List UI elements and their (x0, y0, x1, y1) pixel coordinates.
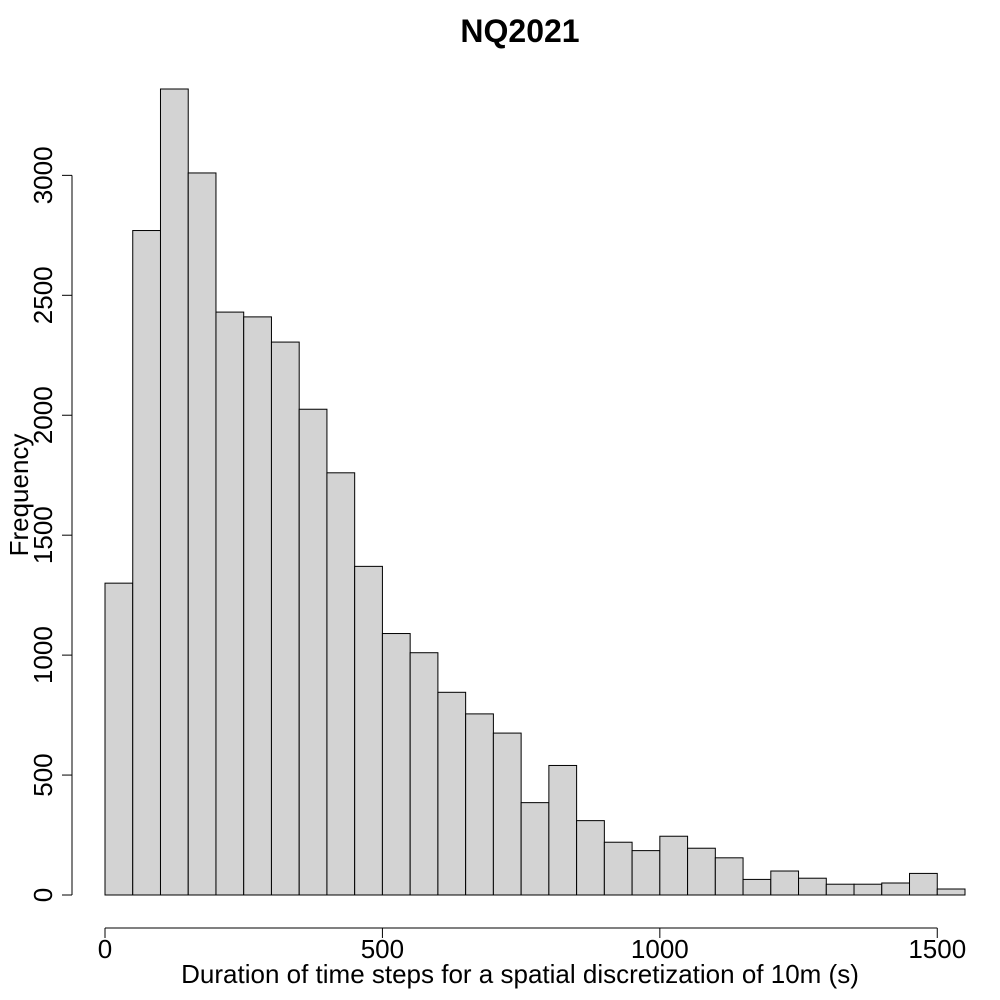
bars-group (104, 88, 966, 896)
y-axis: 0 500 1000 1500 2000 2500 3000 (28, 146, 73, 902)
histogram-bar (409, 652, 439, 896)
x-tick-label: 0 (98, 934, 112, 964)
histogram-bar (603, 841, 633, 896)
x-tick-label: 1000 (631, 934, 689, 964)
y-tick-label: 1500 (28, 506, 58, 564)
chart-title: NQ2021 (460, 13, 579, 49)
histogram-bar (243, 316, 272, 896)
histogram-bar (326, 472, 356, 896)
histogram-bar (298, 408, 328, 896)
histogram-bar (659, 835, 689, 896)
y-tick-label: 0 (28, 888, 58, 902)
y-axis-label: Frequency (4, 434, 34, 557)
histogram-bar (936, 888, 966, 896)
histogram-bar (187, 172, 217, 896)
x-axis: 0 500 1000 1500 (98, 927, 966, 964)
histogram-bar (437, 691, 467, 896)
histogram-bar (132, 230, 161, 896)
y-tick-label: 2500 (28, 266, 58, 324)
histogram-bar (576, 820, 605, 896)
histogram-bar (714, 857, 744, 896)
histogram-bar (465, 713, 494, 896)
histogram-bar (881, 882, 911, 896)
histogram-bar (909, 872, 938, 896)
histogram-bar (853, 883, 883, 896)
x-tick-label: 500 (361, 934, 404, 964)
histogram-bar (270, 341, 300, 896)
y-tick-label: 500 (28, 753, 58, 796)
histogram-bar (492, 732, 522, 896)
y-tick-label: 3000 (28, 146, 58, 204)
y-tick-label: 1000 (28, 626, 58, 684)
histogram-bar (354, 565, 383, 896)
histogram-bar (687, 847, 716, 896)
histogram-bar (631, 850, 661, 896)
histogram-bar (798, 877, 827, 896)
y-tick-label: 2000 (28, 386, 58, 444)
x-tick-label: 1500 (908, 934, 966, 964)
histogram-bar (520, 802, 550, 896)
histogram-bar (104, 582, 134, 896)
histogram-bar (825, 883, 855, 896)
histogram-bar (215, 311, 245, 896)
histogram-bar (548, 764, 578, 896)
x-axis-label: Duration of time steps for a spatial dis… (181, 959, 859, 989)
histogram-bar (381, 633, 411, 896)
histogram-bar (742, 878, 772, 896)
histogram-bar (770, 870, 800, 896)
histogram-bar (159, 88, 189, 896)
